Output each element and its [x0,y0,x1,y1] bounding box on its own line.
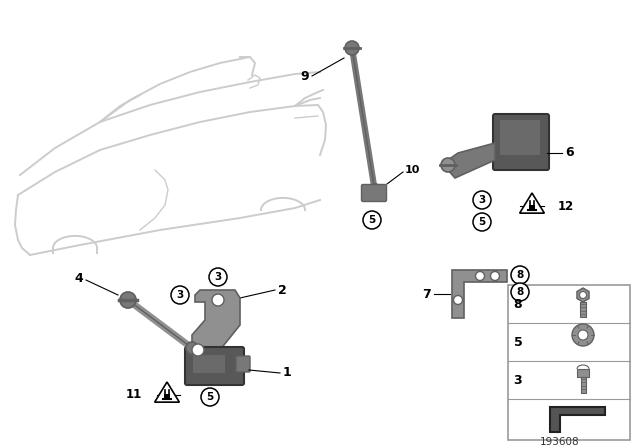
Text: 3: 3 [514,374,522,387]
Text: 6: 6 [565,146,573,159]
Text: 3: 3 [214,272,221,282]
Text: 5: 5 [206,392,214,402]
Circle shape [579,292,586,298]
Text: 10: 10 [405,165,420,175]
Text: 8: 8 [516,270,524,280]
Circle shape [186,342,198,354]
Circle shape [209,268,227,286]
Circle shape [454,296,463,305]
Circle shape [345,41,359,55]
Polygon shape [577,288,589,302]
Circle shape [171,286,189,304]
Text: 7: 7 [422,288,431,301]
Bar [508,285,630,440]
Text: 3: 3 [177,290,184,300]
Text: 11: 11 [125,388,142,401]
Circle shape [476,271,484,280]
Polygon shape [192,290,240,362]
Circle shape [473,213,491,231]
Circle shape [367,184,383,200]
Circle shape [363,211,381,229]
Circle shape [490,271,499,280]
Text: 12: 12 [558,199,574,212]
FancyBboxPatch shape [185,347,244,385]
Text: 8: 8 [516,287,524,297]
Text: 193608: 193608 [540,437,580,447]
Bar [577,369,589,377]
Circle shape [578,330,588,340]
Polygon shape [520,193,545,213]
Bar [193,355,225,373]
Circle shape [511,266,529,284]
FancyBboxPatch shape [362,185,387,202]
Bar [529,205,535,210]
Polygon shape [452,270,507,318]
Circle shape [201,388,219,406]
Polygon shape [155,382,179,402]
Circle shape [473,191,491,209]
Bar [580,377,586,393]
Text: 1: 1 [283,366,292,379]
FancyBboxPatch shape [236,356,250,372]
Text: 5: 5 [369,215,376,225]
Text: 8: 8 [514,297,522,310]
Bar [500,120,540,155]
Text: 9: 9 [300,69,309,82]
Text: 5: 5 [514,336,522,349]
Bar [164,394,170,399]
Circle shape [192,344,204,356]
Polygon shape [550,407,605,432]
Circle shape [441,158,455,172]
Bar [580,302,586,317]
Circle shape [120,292,136,308]
Circle shape [212,294,224,306]
Text: 4: 4 [74,271,83,284]
Circle shape [572,324,594,346]
Text: 3: 3 [478,195,486,205]
Circle shape [511,283,529,301]
Polygon shape [448,143,495,178]
Text: 2: 2 [278,284,287,297]
Text: 5: 5 [478,217,486,227]
FancyBboxPatch shape [493,114,549,170]
